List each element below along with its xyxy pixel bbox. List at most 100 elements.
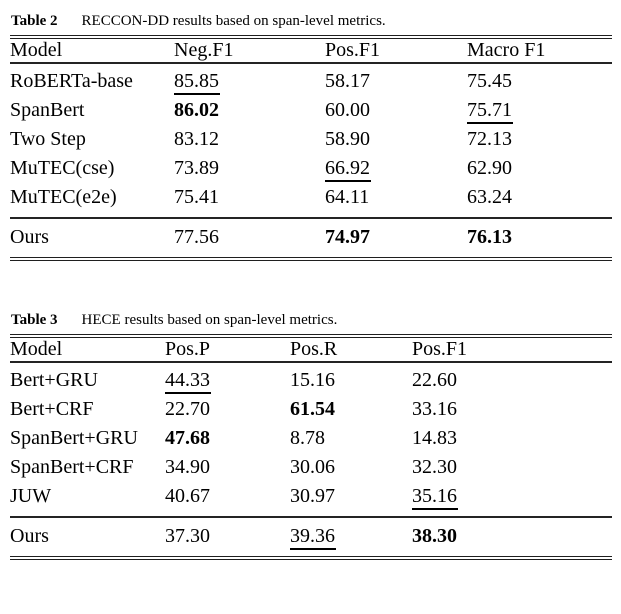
cell-metric: 74.97 [325, 217, 467, 257]
cell-metric: 58.17 [325, 63, 467, 96]
metric-value: 72.13 [467, 128, 512, 150]
metric-value: 77.56 [174, 226, 219, 248]
table-row: Two Step 83.12 58.90 72.13 [10, 125, 612, 154]
table-2-caption: Table 2 RECCON-DD results based on span-l… [11, 12, 612, 31]
cell-metric: 44.33 [165, 362, 290, 395]
cell-metric: 75.41 [174, 183, 325, 218]
metric-value: 75.41 [174, 186, 219, 208]
cell-metric: 75.71 [467, 96, 612, 125]
cell-model: RoBERTa-base [10, 70, 133, 92]
cell-metric: 8.78 [290, 424, 412, 453]
cell-model: MuTEC(cse) [10, 157, 115, 179]
cell-metric: 76.13 [467, 217, 612, 257]
cell-metric: 30.97 [290, 482, 412, 517]
column-header-pos-r: Pos.R [290, 338, 412, 363]
metric-value: 75.71 [467, 99, 513, 124]
metric-value: 34.90 [165, 456, 210, 478]
metric-value: 35.16 [412, 485, 458, 510]
metric-value: 30.06 [290, 456, 335, 478]
metric-value: 38.30 [412, 525, 457, 547]
table-row: Bert+GRU 44.33 15.16 22.60 [10, 362, 612, 395]
metric-value: 60.00 [325, 99, 370, 121]
table-row: SpanBert+GRU 47.68 8.78 14.83 [10, 424, 612, 453]
cell-metric: 47.68 [165, 424, 290, 453]
metric-value: 66.92 [325, 157, 371, 182]
metric-value: 64.11 [325, 186, 370, 208]
cell-metric: 60.00 [325, 96, 467, 125]
table-3-bottom-rule [10, 556, 612, 560]
metric-value: 37.30 [165, 525, 210, 547]
metric-value: 73.89 [174, 157, 219, 179]
metric-value: 83.12 [174, 128, 219, 150]
metric-value: 75.45 [467, 70, 512, 92]
table-2-top-rule [10, 35, 612, 39]
column-header-model: Model [10, 338, 165, 363]
cell-model: Bert+CRF [10, 398, 94, 420]
cell-metric: 64.11 [325, 183, 467, 218]
cell-model: SpanBert+GRU [10, 427, 138, 449]
cell-metric: 63.24 [467, 183, 612, 218]
header-row: Model Pos.P Pos.R Pos.F1 [10, 338, 612, 363]
cell-metric: 61.54 [290, 395, 412, 424]
cell-metric: 86.02 [174, 96, 325, 125]
cell-metric: 85.85 [174, 63, 325, 96]
cell-metric: 22.70 [165, 395, 290, 424]
cell-model: JUW [10, 485, 52, 507]
page: Table 2 RECCON-DD results based on span-l… [10, 12, 612, 560]
cell-metric: 22.60 [412, 362, 612, 395]
metric-value: 39.36 [290, 525, 336, 550]
metric-value: 85.85 [174, 70, 220, 95]
header-row: Model Neg.F1 Pos.F1 Macro F1 [10, 39, 612, 64]
cell-model: SpanBert+CRF [10, 456, 134, 478]
table-row: JUW 40.67 30.97 35.16 [10, 482, 612, 517]
metric-value: 14.83 [412, 427, 457, 449]
column-header-pos-p: Pos.P [165, 338, 290, 363]
footer-row: Ours 37.30 39.36 38.30 [10, 516, 612, 556]
metric-value: 22.70 [165, 398, 210, 420]
metric-value: 63.24 [467, 186, 512, 208]
table-2-bottom-rule [10, 257, 612, 261]
cell-metric: 66.92 [325, 154, 467, 183]
column-header-pos-f1: Pos.F1 [325, 39, 467, 64]
table-3: Model Pos.P Pos.R Pos.F1 Bert+GRU 44.33 15.16 2… [10, 338, 612, 556]
metric-value: 76.13 [467, 226, 512, 248]
metric-value: 61.54 [290, 398, 335, 420]
cell-metric: 14.83 [412, 424, 612, 453]
cell-metric: 32.30 [412, 453, 612, 482]
cell-model: Ours [10, 217, 174, 257]
column-header-macro-f1: Macro F1 [467, 39, 612, 64]
table-row: Bert+CRF 22.70 61.54 33.16 [10, 395, 612, 424]
cell-metric: 33.16 [412, 395, 612, 424]
table-2: Model Neg.F1 Pos.F1 Macro F1 RoBERTa-base 85.… [10, 39, 612, 257]
metric-value: 58.17 [325, 70, 370, 92]
metric-value: 44.33 [165, 369, 211, 394]
metric-value: 86.02 [174, 99, 219, 121]
table-row: MuTEC(cse) 73.89 66.92 62.90 [10, 154, 612, 183]
metric-value: 22.60 [412, 369, 457, 391]
metric-value: 8.78 [290, 427, 325, 449]
table-row: SpanBert 86.02 60.00 75.71 [10, 96, 612, 125]
column-header-neg-f1: Neg.F1 [174, 39, 325, 64]
cell-model: MuTEC(e2e) [10, 186, 117, 208]
cell-model: Ours [10, 516, 165, 556]
section-gap [10, 261, 612, 311]
cell-metric: 39.36 [290, 516, 412, 556]
cell-model: Two Step [10, 128, 86, 150]
table-3-section: Table 3 HECE results based on span-level … [10, 311, 612, 560]
cell-metric: 34.90 [165, 453, 290, 482]
metric-value: 40.67 [165, 485, 210, 507]
table-2-section: Table 2 RECCON-DD results based on span-l… [10, 12, 612, 261]
cell-metric: 35.16 [412, 482, 612, 517]
column-header-pos-f1: Pos.F1 [412, 338, 612, 363]
metric-value: 32.30 [412, 456, 457, 478]
metric-value: 15.16 [290, 369, 335, 391]
cell-model: Bert+GRU [10, 369, 98, 391]
cell-metric: 77.56 [174, 217, 325, 257]
cell-metric: 40.67 [165, 482, 290, 517]
cell-model: SpanBert [10, 99, 85, 121]
column-header-model: Model [10, 39, 174, 64]
table-row: RoBERTa-base 85.85 58.17 75.45 [10, 63, 612, 96]
cell-metric: 83.12 [174, 125, 325, 154]
cell-metric: 73.89 [174, 154, 325, 183]
table-3-wrap: Model Pos.P Pos.R Pos.F1 Bert+GRU 44.33 15.16 2… [10, 334, 612, 560]
